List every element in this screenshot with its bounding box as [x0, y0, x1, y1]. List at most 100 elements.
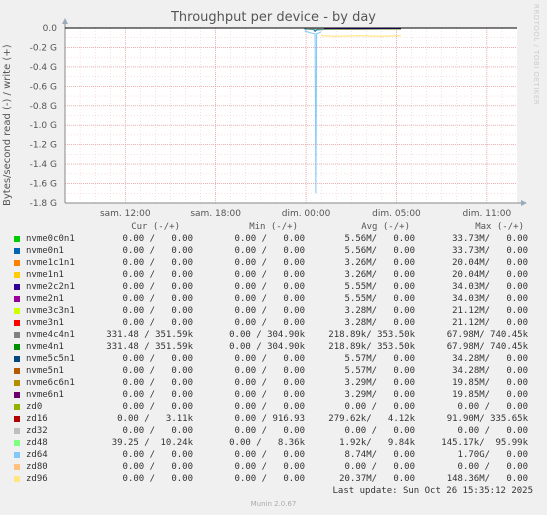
legend-value-avg: 5.55M/ 0.00: [344, 282, 415, 292]
legend-value-cur: 0.00 / 0.00: [122, 426, 193, 436]
legend-series-name: nvme3c3n1: [26, 306, 75, 316]
legend-value-cur: 0.00 / 0.00: [122, 258, 193, 268]
series-line-zd96: [321, 35, 402, 37]
y-tick-label: -1.8 G: [30, 199, 57, 209]
legend-value-max: 0.00 / 0.00: [457, 402, 528, 412]
legend-series-name: nvme6c6n1: [26, 378, 75, 388]
legend-value-cur: 39.25 / 10.24k: [111, 438, 193, 448]
y-tick-label: -0.8 G: [30, 102, 57, 112]
legend-swatch: [14, 368, 20, 374]
legend-series-name: nvme1c1n1: [26, 258, 75, 268]
legend-value-cur: 0.00 / 0.00: [122, 246, 193, 256]
y-tick-label: -1.0 G: [30, 121, 57, 131]
legend-series-name: nvme5n1: [26, 366, 64, 376]
legend-row-nvme5n1: nvme5n1 0.00 / 0.00 0.00 / 0.00 5.57M/ 0.00…: [0, 366, 547, 378]
legend-swatch: [14, 296, 20, 302]
legend-row-nvme4n1: nvme4n1 331.48 / 351.59k 0.00 / 304.90k 218…: [0, 342, 547, 354]
legend-swatch: [14, 392, 20, 398]
legend-value-min: 0.00 / 0.00: [234, 390, 305, 400]
legend-value-min: 0.00 / 0.00: [234, 234, 305, 244]
series-layer: [65, 27, 517, 194]
tick-label-layer: 0.0 -0.2 G -0.4 G -0.6 G -0.8 G -1.0 G -1.2 G -…: [30, 24, 512, 219]
legend-value-cur: 0.00 / 0.00: [122, 234, 193, 244]
legend-value-min: 0.00 / 0.00: [234, 426, 305, 436]
legend-series-name: nvme0c0n1: [26, 234, 75, 244]
legend-value-avg: 218.89k/ 353.50k: [328, 330, 415, 340]
y-axis-arrow: [62, 18, 68, 24]
legend-value-avg: 5.57M/ 0.00: [344, 354, 415, 364]
grid-layer: [65, 27, 517, 204]
legend-swatch: [14, 272, 20, 278]
legend-value-avg: 3.26M/ 0.00: [344, 258, 415, 268]
legend-value-avg: 8.74M/ 0.00: [344, 450, 415, 460]
legend-value-cur: 0.00 / 0.00: [122, 306, 193, 316]
legend-series-name: nvme1n1: [26, 270, 64, 280]
legend-value-cur: 331.48 / 351.59k: [106, 342, 193, 352]
y-tick-label: -0.4 G: [30, 63, 57, 73]
legend-value-min: 0.00 / 0.00: [234, 378, 305, 388]
legend-swatch: [14, 248, 20, 254]
legend-value-max: 145.17k/ 95.99k: [441, 438, 528, 448]
legend-value-avg: 0.00 / 0.00: [344, 426, 415, 436]
legend-value-max: 34.03M/ 0.00: [452, 294, 528, 304]
legend-value-avg: 3.28M/ 0.00: [344, 318, 415, 328]
legend-swatch: [14, 320, 20, 326]
legend-value-max: 21.12M/ 0.00: [452, 318, 528, 328]
legend-value-cur: 0.00 / 0.00: [122, 474, 193, 484]
legend-series-name: nvme5c5n1: [26, 354, 75, 364]
y-tick-label: -1.6 G: [30, 180, 57, 190]
legend-value-avg: 3.28M/ 0.00: [344, 306, 415, 316]
legend-row-zd48: zd48 39.25 / 10.24k 0.00 / 8.36k 1.92k/ 9.8…: [0, 438, 547, 450]
legend-value-max: 21.12M/ 0.00: [452, 306, 528, 316]
legend-row-nvme2n1: nvme2n1 0.00 / 0.00 0.00 / 0.00 5.55M/ 0.00…: [0, 294, 547, 306]
legend-swatch: [14, 260, 20, 266]
legend-header-max: Max (-/+): [475, 222, 524, 232]
legend-swatch: [14, 416, 20, 422]
legend-row-zd32: zd32 0.00 / 0.00 0.00 / 0.00 0.00 / 0.00 0.0…: [0, 426, 547, 438]
x-axis-arrow: [521, 200, 527, 206]
legend-series-name: nvme0n1: [26, 246, 64, 256]
legend-value-min: 0.00 / 0.00: [234, 258, 305, 268]
legend-series-name: nvme6n1: [26, 390, 64, 400]
y-tick-label: -0.6 G: [30, 82, 57, 92]
legend-value-cur: 331.48 / 351.59k: [106, 330, 193, 340]
legend-value-min: 0.00 / 8.36k: [229, 438, 305, 448]
legend-value-avg: 20.37M/ 0.00: [339, 474, 415, 484]
legend-series-name: nvme4c4n1: [26, 330, 75, 340]
x-tick-label: dim. 00:00: [282, 209, 331, 219]
legend-value-max: 19.85M/ 0.00: [452, 378, 528, 388]
legend-value-max: 34.28M/ 0.00: [452, 354, 528, 364]
legend-row-nvme1n1: nvme1n1 0.00 / 0.00 0.00 / 0.00 3.26M/ 0.00…: [0, 270, 547, 282]
legend-value-avg: 3.29M/ 0.00: [344, 390, 415, 400]
legend-swatch: [14, 380, 20, 386]
legend-value-max: 33.73M/ 0.00: [452, 234, 528, 244]
legend-swatch: [14, 404, 20, 410]
legend-value-avg: 3.26M/ 0.00: [344, 270, 415, 280]
legend-series-name: nvme2c2n1: [26, 282, 75, 292]
legend-value-avg: 0.00 / 0.00: [344, 462, 415, 472]
y-tick-label: -1.4 G: [30, 160, 57, 170]
legend-row-zd64: zd64 0.00 / 0.00 0.00 / 0.00 8.74M/ 0.00 1.7…: [0, 450, 547, 462]
legend-value-avg: 5.56M/ 0.00: [344, 234, 415, 244]
legend-value-cur: 0.00 / 3.11k: [117, 414, 193, 424]
legend-row-nvme2c2n1: nvme2c2n1 0.00 / 0.00 0.00 / 0.00 5.55M/ 0.…: [0, 282, 547, 294]
legend-value-min: 0.00 / 0.00: [234, 366, 305, 376]
legend-header-cur: Cur (-/+): [131, 222, 180, 232]
y-tick-label: -0.2 G: [30, 43, 57, 53]
munin-version: Munin 2.0.67: [250, 500, 297, 508]
legend-value-min: 0.00 / 0.00: [234, 294, 305, 304]
legend-value-avg: 1.92k/ 9.84k: [339, 438, 415, 448]
legend-value-max: 20.04M/ 0.00: [452, 258, 528, 268]
legend-value-min: 0.00 / 0.00: [234, 402, 305, 412]
legend-value-max: 67.98M/ 740.45k: [446, 330, 528, 340]
legend-value-cur: 0.00 / 0.00: [122, 366, 193, 376]
legend-value-max: 148.36M/ 0.00: [446, 474, 528, 484]
legend-series-name: zd80: [26, 462, 48, 472]
legend-series-name: zd48: [26, 438, 48, 448]
legend-value-min: 0.00 / 916.93: [234, 414, 305, 424]
legend-row-zd0: zd0 0.00 / 0.00 0.00 / 0.00 0.00 / 0.00 0.00…: [0, 402, 547, 414]
legend-row-nvme6n1: nvme6n1 0.00 / 0.00 0.00 / 0.00 3.29M/ 0.00…: [0, 390, 547, 402]
legend-value-cur: 0.00 / 0.00: [122, 462, 193, 472]
legend-row-nvme0c0n1: nvme0c0n1 0.00 / 0.00 0.00 / 0.00 5.56M/ 0.…: [0, 234, 547, 246]
legend-row-nvme4c4n1: nvme4c4n1 331.48 / 351.59k 0.00 / 304.90k 2…: [0, 330, 547, 342]
